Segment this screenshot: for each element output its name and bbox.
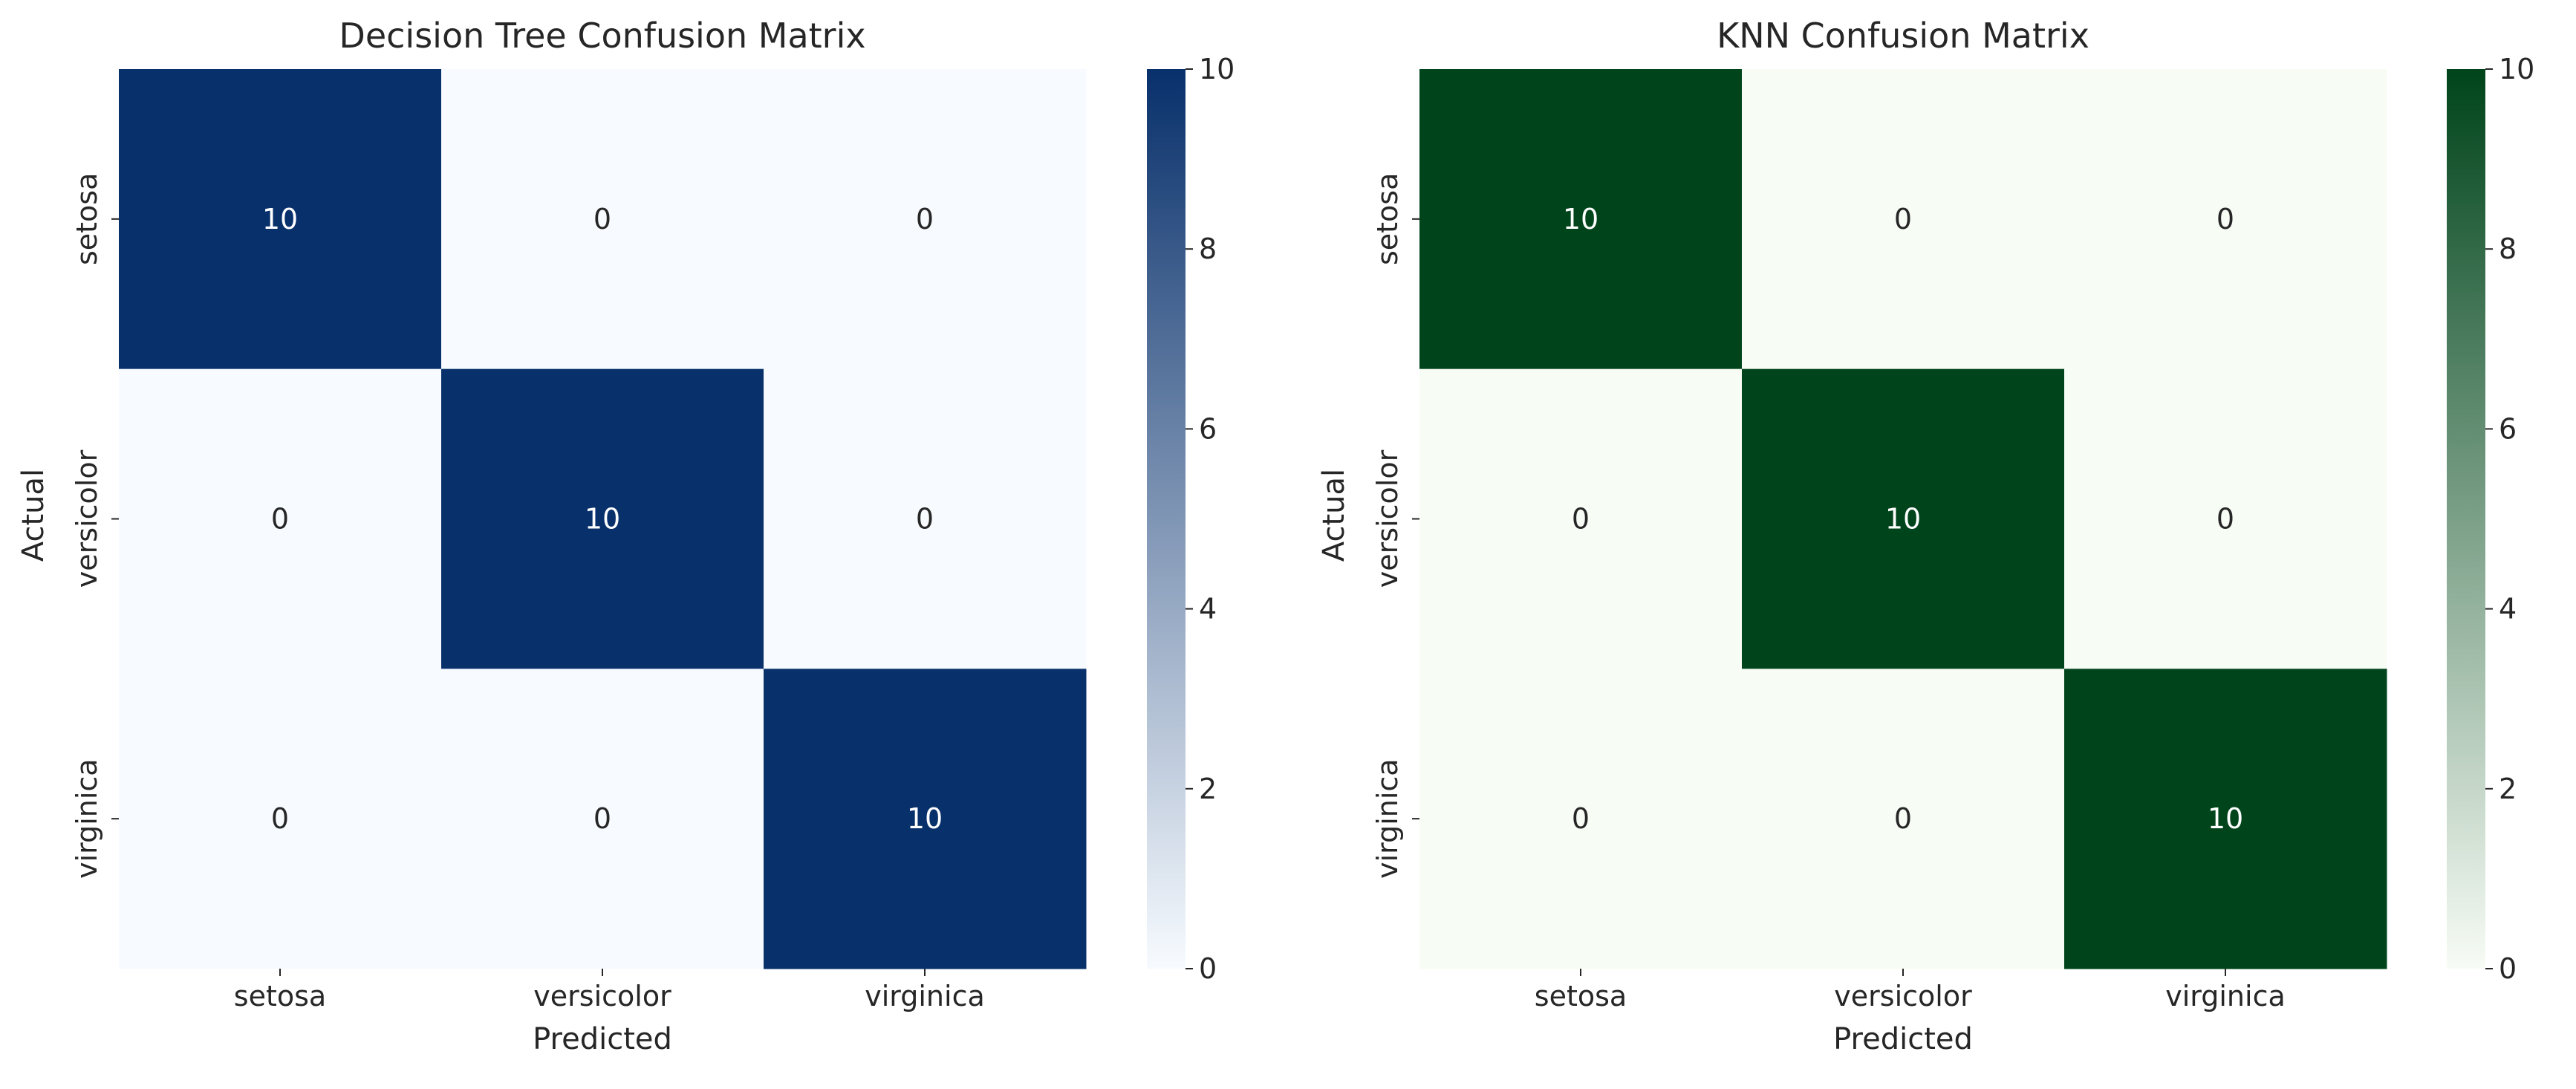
y-tick-label: versicolor bbox=[71, 449, 103, 588]
heatmap-panel-1: Decision Tree Confusion Matrix 10 0 0 0 10 0 0 0… bbox=[16, 16, 1235, 1056]
heatmap-cell bbox=[119, 669, 442, 969]
colorbar-tick-label: 2 bbox=[1199, 773, 1217, 805]
cell-value-label: 10 bbox=[1563, 203, 1598, 235]
x-tick-label: virginica bbox=[865, 980, 985, 1012]
heatmap-cell bbox=[119, 69, 442, 370]
cell-value-label: 10 bbox=[1885, 503, 1921, 536]
cell-value-label: 0 bbox=[1894, 802, 1912, 835]
x-tick-label: setosa bbox=[1535, 980, 1627, 1012]
y-tick-label: virginica bbox=[71, 758, 103, 879]
heatmap-cell bbox=[441, 669, 764, 969]
heatmap-cell bbox=[441, 69, 764, 370]
colorbar-tick-label: 6 bbox=[1199, 412, 1217, 445]
cell-value-label: 10 bbox=[585, 503, 620, 536]
x-tick-label: virginica bbox=[2165, 980, 2286, 1012]
heatmap-cell bbox=[1419, 669, 1743, 969]
cell-value-label: 0 bbox=[271, 503, 289, 536]
cell-value-label: 10 bbox=[907, 802, 943, 835]
colorbar-tick-label: 8 bbox=[2499, 233, 2517, 265]
y-tick-label: versicolor bbox=[1371, 449, 1404, 588]
cell-value-label: 0 bbox=[2216, 503, 2234, 536]
heatmap-cell bbox=[764, 69, 1087, 370]
cell-value-label: 0 bbox=[593, 802, 611, 835]
heatmap-cell bbox=[1742, 368, 2065, 669]
colorbar-tick-label: 8 bbox=[1199, 233, 1217, 265]
chart-title: KNN Confusion Matrix bbox=[1717, 16, 2089, 56]
y-tick-label: setosa bbox=[71, 173, 103, 265]
cell-value-label: 10 bbox=[262, 203, 298, 235]
heatmap-cell bbox=[1419, 368, 1743, 669]
colorbar-tick-label: 4 bbox=[2499, 593, 2517, 625]
y-axis-label: Actual bbox=[1317, 469, 1351, 562]
y-tick-label: virginica bbox=[1371, 758, 1404, 879]
colorbar-tick-label: 10 bbox=[1199, 53, 1235, 85]
heatmap-cell bbox=[764, 669, 1087, 969]
cell-value-label: 0 bbox=[916, 503, 934, 536]
y-axis-label: Actual bbox=[16, 469, 51, 562]
x-tick-label: setosa bbox=[234, 980, 326, 1012]
y-tick-label: setosa bbox=[1371, 173, 1404, 265]
cell-value-label: 0 bbox=[1572, 503, 1590, 536]
x-tick-label: versicolor bbox=[533, 980, 671, 1012]
colorbar bbox=[1147, 69, 1185, 969]
heatmap-cell bbox=[1419, 69, 1743, 370]
x-axis-label: Predicted bbox=[533, 1022, 672, 1056]
heatmap-cell bbox=[2064, 69, 2387, 370]
colorbar-tick-label: 10 bbox=[2499, 53, 2534, 85]
colorbar bbox=[2447, 69, 2485, 969]
cell-value-label: 0 bbox=[916, 203, 934, 235]
colorbar-tick-label: 0 bbox=[1199, 952, 1217, 985]
cell-value-label: 0 bbox=[271, 802, 289, 835]
cell-value-label: 0 bbox=[1572, 802, 1590, 835]
heatmap-cell bbox=[2064, 368, 2387, 669]
cell-value-label: 10 bbox=[2208, 802, 2243, 835]
cell-value-label: 0 bbox=[1894, 203, 1912, 235]
chart-title: Decision Tree Confusion Matrix bbox=[339, 16, 865, 56]
cell-value-label: 0 bbox=[593, 203, 611, 235]
colorbar-tick-label: 6 bbox=[2499, 412, 2517, 445]
x-tick-label: versicolor bbox=[1834, 980, 1972, 1012]
heatmap-panel-2: KNN Confusion Matrix 10 0 0 0 10 0 0 0 10 setosa ve… bbox=[1317, 16, 2534, 1056]
heatmap-cell bbox=[764, 368, 1087, 669]
colorbar-tick-label: 0 bbox=[2499, 952, 2517, 985]
heatmap-cell bbox=[1742, 69, 2065, 370]
colorbar-tick-label: 4 bbox=[1199, 593, 1217, 625]
heatmap-cell bbox=[119, 368, 442, 669]
heatmap-cell bbox=[2064, 669, 2387, 969]
x-axis-label: Predicted bbox=[1833, 1022, 1973, 1056]
heatmap-cell bbox=[441, 368, 764, 669]
cell-value-label: 0 bbox=[2216, 203, 2234, 235]
heatmap-cell bbox=[1742, 669, 2065, 969]
colorbar-tick-label: 2 bbox=[2499, 773, 2517, 805]
